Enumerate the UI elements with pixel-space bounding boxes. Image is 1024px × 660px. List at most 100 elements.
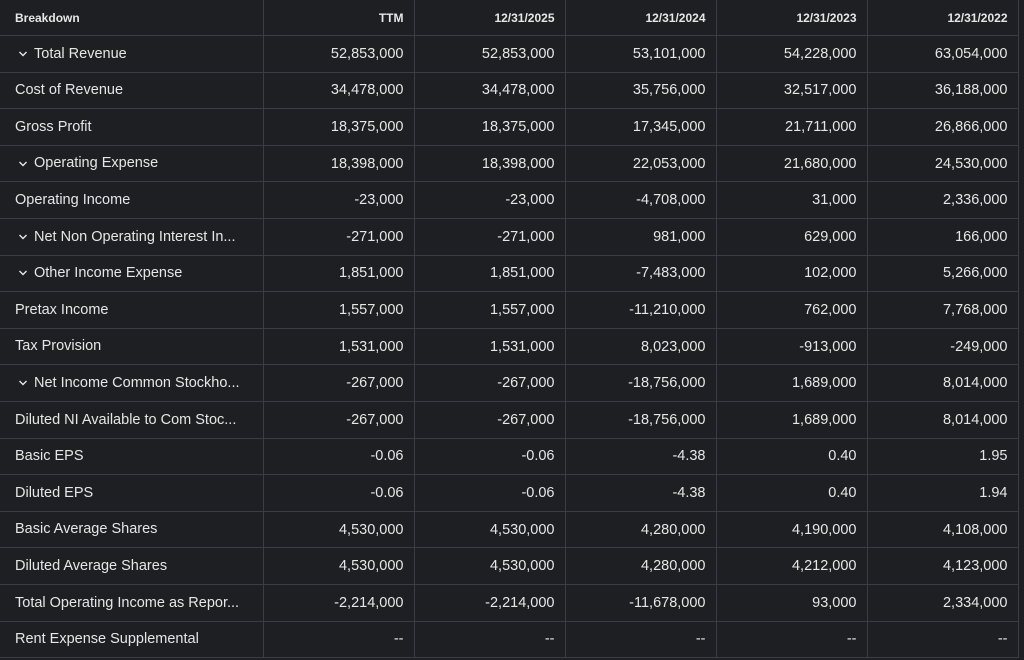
value-cell: -249,000 <box>867 328 1019 366</box>
expand-toggle[interactable] <box>18 49 28 59</box>
expand-toggle[interactable] <box>18 232 28 242</box>
table-row: Diluted EPS -0.06 -0.06 -4.38 0.40 1.94 <box>0 474 1019 512</box>
expand-toggle[interactable] <box>18 268 28 278</box>
table-row: Gross Profit 18,375,000 18,375,000 17,345,0… <box>0 108 1019 146</box>
value-cell: 32,517,000 <box>716 72 868 110</box>
value-cell: 2,334,000 <box>867 584 1019 622</box>
value-cell: 4,280,000 <box>565 511 717 549</box>
row-label-cell: Diluted EPS <box>0 474 264 512</box>
value-cell: 762,000 <box>716 291 868 329</box>
value-cell: 52,853,000 <box>263 35 415 73</box>
row-label: Diluted NI Available to Com Stoc... <box>15 411 237 428</box>
row-label-cell: Net Income Common Stockho... <box>0 364 264 402</box>
chevron <box>19 161 27 167</box>
value-cell: 4,530,000 <box>414 511 566 549</box>
value-cell: 8,014,000 <box>867 364 1019 402</box>
row-label: Rent Expense Supplemental <box>15 631 199 648</box>
value-cell: -267,000 <box>263 401 415 439</box>
value-cell: 0.40 <box>716 474 868 512</box>
header-period: 12/31/2022 <box>867 0 1019 36</box>
value-cell: 4,190,000 <box>716 511 868 549</box>
row-label: Tax Provision <box>15 338 102 355</box>
value-cell: 17,345,000 <box>565 108 717 146</box>
table-row: Cost of Revenue 34,478,000 34,478,000 35,75… <box>0 72 1019 110</box>
value-cell: 102,000 <box>716 255 868 293</box>
value-cell: 1,689,000 <box>716 401 868 439</box>
row-label-cell: Diluted NI Available to Com Stoc... <box>0 401 264 439</box>
expand-toggle[interactable] <box>18 378 28 388</box>
value-cell: -0.06 <box>414 474 566 512</box>
table-row: Diluted NI Available to Com Stoc... -267,… <box>0 401 1019 439</box>
value-cell: -271,000 <box>263 218 415 256</box>
row-label-cell: Tax Provision <box>0 328 264 366</box>
value-cell: -2,214,000 <box>263 584 415 622</box>
row-label: Diluted Average Shares <box>15 558 168 575</box>
value-cell: 18,398,000 <box>414 145 566 183</box>
row-label: Operating Income <box>15 192 131 209</box>
header-period: 12/31/2025 <box>414 0 566 36</box>
value-cell: -271,000 <box>414 218 566 256</box>
value-cell: 1,557,000 <box>263 291 415 329</box>
table-body: Total Revenue 52,853,000 52,853,000 53,101,… <box>0 35 1019 659</box>
value-cell: 21,680,000 <box>716 145 868 183</box>
expand-toggle[interactable] <box>18 159 28 169</box>
value-cell: 5,266,000 <box>867 255 1019 293</box>
value-cell: -267,000 <box>414 364 566 402</box>
row-label-cell: Other Income Expense <box>0 255 264 293</box>
value-cell: 24,530,000 <box>867 145 1019 183</box>
row-label: Other Income Expense <box>34 265 183 282</box>
row-label: Diluted EPS <box>15 485 94 501</box>
row-label: Operating Expense <box>34 155 159 172</box>
value-cell: -7,483,000 <box>565 255 717 293</box>
value-cell: 52,853,000 <box>414 35 566 73</box>
value-cell: -913,000 <box>716 328 868 366</box>
value-cell: -- <box>414 621 566 659</box>
chevron <box>19 51 27 57</box>
value-cell: 34,478,000 <box>414 72 566 110</box>
table-row: Pretax Income 1,557,000 1,557,000 -11,210,0… <box>0 291 1019 329</box>
value-cell: 18,375,000 <box>263 108 415 146</box>
value-cell: -4,708,000 <box>565 181 717 219</box>
row-label-cell: Rent Expense Supplemental <box>0 621 264 659</box>
table-row: Total Operating Income as Repor... -2,214… <box>0 584 1019 622</box>
value-cell: 0.40 <box>716 438 868 476</box>
value-cell: 21,711,000 <box>716 108 868 146</box>
value-cell: 18,398,000 <box>263 145 415 183</box>
table-row: Operating Income -23,000 -23,000 -4,708,000… <box>0 181 1019 219</box>
value-cell: -0.06 <box>263 474 415 512</box>
row-label-cell: Pretax Income <box>0 291 264 329</box>
table-row: Diluted Average Shares 4,530,000 4,530,000… <box>0 547 1019 585</box>
value-cell: -- <box>716 621 868 659</box>
value-cell: -- <box>263 621 415 659</box>
value-cell: -18,756,000 <box>565 364 717 402</box>
row-label: Total Operating Income as Repor... <box>15 594 240 611</box>
chevron <box>19 234 27 240</box>
value-cell: -18,756,000 <box>565 401 717 439</box>
value-cell: -23,000 <box>414 181 566 219</box>
value-cell: 22,053,000 <box>565 145 717 183</box>
row-label: Gross Profit <box>15 119 92 136</box>
header-period: 12/31/2023 <box>716 0 868 36</box>
row-label-cell: Operating Income <box>0 181 264 219</box>
header-row: Breakdown TTM 12/31/2025 12/31/2024 12/31/20… <box>0 0 1019 36</box>
row-label: Basic Average Shares <box>15 521 158 538</box>
value-cell: 1,531,000 <box>263 328 415 366</box>
value-cell: -11,678,000 <box>565 584 717 622</box>
value-cell: 54,228,000 <box>716 35 868 73</box>
table-row: Basic Average Shares 4,530,000 4,530,000 4,… <box>0 511 1019 549</box>
value-cell: 31,000 <box>716 181 868 219</box>
table-row: Rent Expense Supplemental -- -- -- -- -- <box>0 621 1019 659</box>
row-label-cell: Basic Average Shares <box>0 511 264 549</box>
value-cell: 1,531,000 <box>414 328 566 366</box>
row-label-cell: Cost of Revenue <box>0 72 264 110</box>
value-cell: -4.38 <box>565 438 717 476</box>
value-cell: 4,280,000 <box>565 547 717 585</box>
row-label: Cost of Revenue <box>15 82 124 99</box>
value-cell: 166,000 <box>867 218 1019 256</box>
table-row: Tax Provision 1,531,000 1,531,000 8,023,000… <box>0 328 1019 366</box>
row-label-cell: Total Revenue <box>0 35 264 73</box>
value-cell: 1.95 <box>867 438 1019 476</box>
value-cell: 8,014,000 <box>867 401 1019 439</box>
value-cell: 1.94 <box>867 474 1019 512</box>
value-cell: -23,000 <box>263 181 415 219</box>
